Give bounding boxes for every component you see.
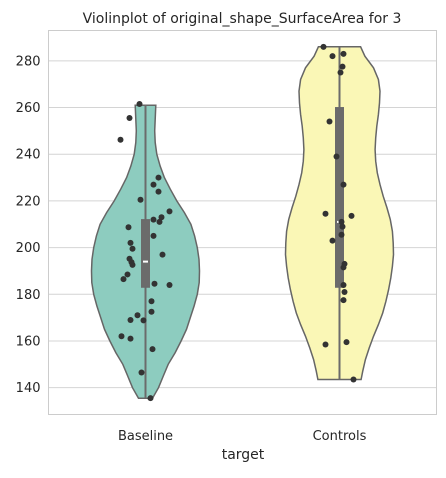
data-point (322, 210, 329, 217)
x-tick-label-baseline: Baseline (118, 429, 173, 444)
data-point (340, 264, 347, 271)
data-point (155, 174, 162, 181)
y-tick-label-260: 260 (16, 101, 41, 116)
data-point (343, 339, 350, 346)
data-point (127, 239, 134, 246)
data-point (333, 153, 340, 160)
data-point (329, 53, 336, 60)
data-point (150, 181, 157, 188)
data-point (117, 136, 124, 143)
data-point (322, 341, 329, 348)
data-point (340, 297, 347, 304)
x-tick-labels: Baseline Controls (118, 429, 367, 444)
data-point (348, 212, 355, 219)
x-tick-label-controls: Controls (313, 429, 367, 444)
x-axis-label: target (222, 447, 265, 463)
data-point (340, 281, 347, 288)
data-point (158, 214, 165, 221)
data-point (148, 308, 155, 315)
data-point (150, 216, 157, 223)
data-point (118, 333, 125, 340)
data-point (166, 281, 173, 288)
data-point (140, 317, 147, 324)
data-point (155, 188, 162, 195)
data-point (125, 224, 132, 231)
data-point (129, 261, 136, 268)
y-tick-label-240: 240 (16, 148, 41, 163)
y-tick-labels: 140 160 180 200 220 240 260 280 (16, 54, 41, 396)
data-point (150, 232, 157, 239)
data-point (337, 69, 344, 76)
iqr-box-controls (335, 107, 344, 288)
data-point (338, 231, 345, 238)
violin-group-controls (284, 43, 395, 383)
data-point (320, 43, 327, 50)
data-point (339, 223, 346, 230)
data-point (340, 50, 347, 57)
y-tick-label-160: 160 (16, 334, 41, 349)
chart-title: Violinplot of original_shape_SurfaceArea… (83, 11, 402, 27)
data-point (340, 181, 347, 188)
data-point (338, 218, 345, 225)
data-point (156, 218, 163, 225)
data-point (127, 316, 134, 323)
data-point (126, 115, 133, 122)
data-point (159, 251, 166, 258)
data-point (138, 369, 145, 376)
data-point (134, 312, 141, 319)
plot-area-frame (48, 30, 437, 415)
y-tick-label-200: 200 (16, 241, 41, 256)
data-point (127, 335, 134, 342)
data-point (326, 118, 333, 125)
data-point (329, 237, 336, 244)
data-point (129, 245, 136, 252)
y-tick-label-280: 280 (16, 54, 41, 69)
data-point (350, 376, 357, 383)
data-point (147, 395, 154, 402)
y-tick-label-220: 220 (16, 194, 41, 209)
data-point (120, 276, 127, 283)
data-point (136, 101, 143, 108)
plot-layer (90, 43, 395, 402)
data-point (124, 271, 131, 278)
y-tick-label-180: 180 (16, 288, 41, 303)
data-point (137, 196, 144, 203)
data-point (151, 280, 158, 287)
iqr-box-baseline (141, 219, 150, 288)
violin-group-baseline (90, 101, 201, 402)
data-point (166, 208, 173, 215)
data-point (148, 298, 155, 305)
data-point (149, 346, 156, 353)
data-point (339, 63, 346, 70)
data-point (341, 288, 348, 295)
y-tick-label-140: 140 (16, 381, 41, 396)
